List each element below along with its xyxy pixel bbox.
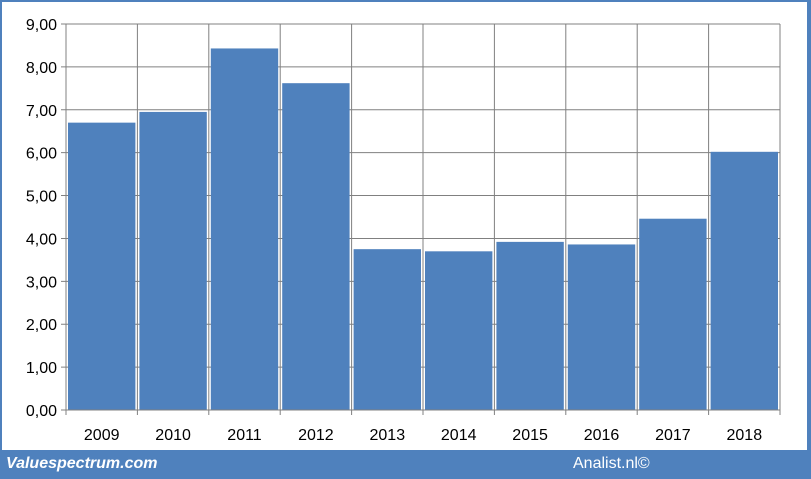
bar: [710, 151, 778, 410]
bar: [496, 241, 564, 410]
bar: [210, 48, 279, 411]
y-tick-label: 7,00: [26, 103, 57, 120]
x-tick-label: 2009: [84, 427, 120, 444]
x-tick-label: 2013: [370, 427, 406, 444]
x-tick-label: 2012: [298, 427, 334, 444]
bar: [567, 244, 636, 410]
axis-layer: [65, 24, 780, 411]
y-tick-label: 5,00: [26, 189, 57, 206]
analist-credit: Analist.nl©: [573, 455, 650, 472]
bar: [425, 251, 493, 410]
bar: [68, 122, 136, 411]
bar: [282, 83, 350, 410]
y-tick-label: 8,00: [26, 60, 57, 77]
x-tick-label: 2018: [727, 427, 763, 444]
x-tick-label: 2014: [441, 427, 477, 444]
valuespectrum-credit: Valuespectrum.com: [6, 455, 158, 472]
y-tick-label: 2,00: [26, 317, 57, 334]
x-tick-label: 2011: [227, 427, 262, 444]
x-tick-label: 2017: [655, 427, 691, 444]
label-layer: 0,00 1,00 2,00 3,00 4,00 5,00 6,00 7,00 8,00 9,00…: [26, 17, 762, 444]
y-tick-label: 1,00: [26, 360, 57, 377]
y-tick-label: 9,00: [26, 17, 57, 34]
bar-layer: [68, 48, 778, 411]
x-tick-label: 2010: [155, 427, 191, 444]
y-tick-label: 4,00: [26, 231, 57, 248]
y-tick-label: 0,00: [26, 403, 57, 420]
bar: [353, 249, 421, 410]
x-tick-label: 2015: [512, 427, 548, 444]
bar: [639, 218, 707, 410]
x-tick-label: 2016: [584, 427, 620, 444]
y-tick-label: 3,00: [26, 274, 57, 291]
bar: [139, 111, 207, 410]
y-tick-label: 6,00: [26, 146, 57, 163]
